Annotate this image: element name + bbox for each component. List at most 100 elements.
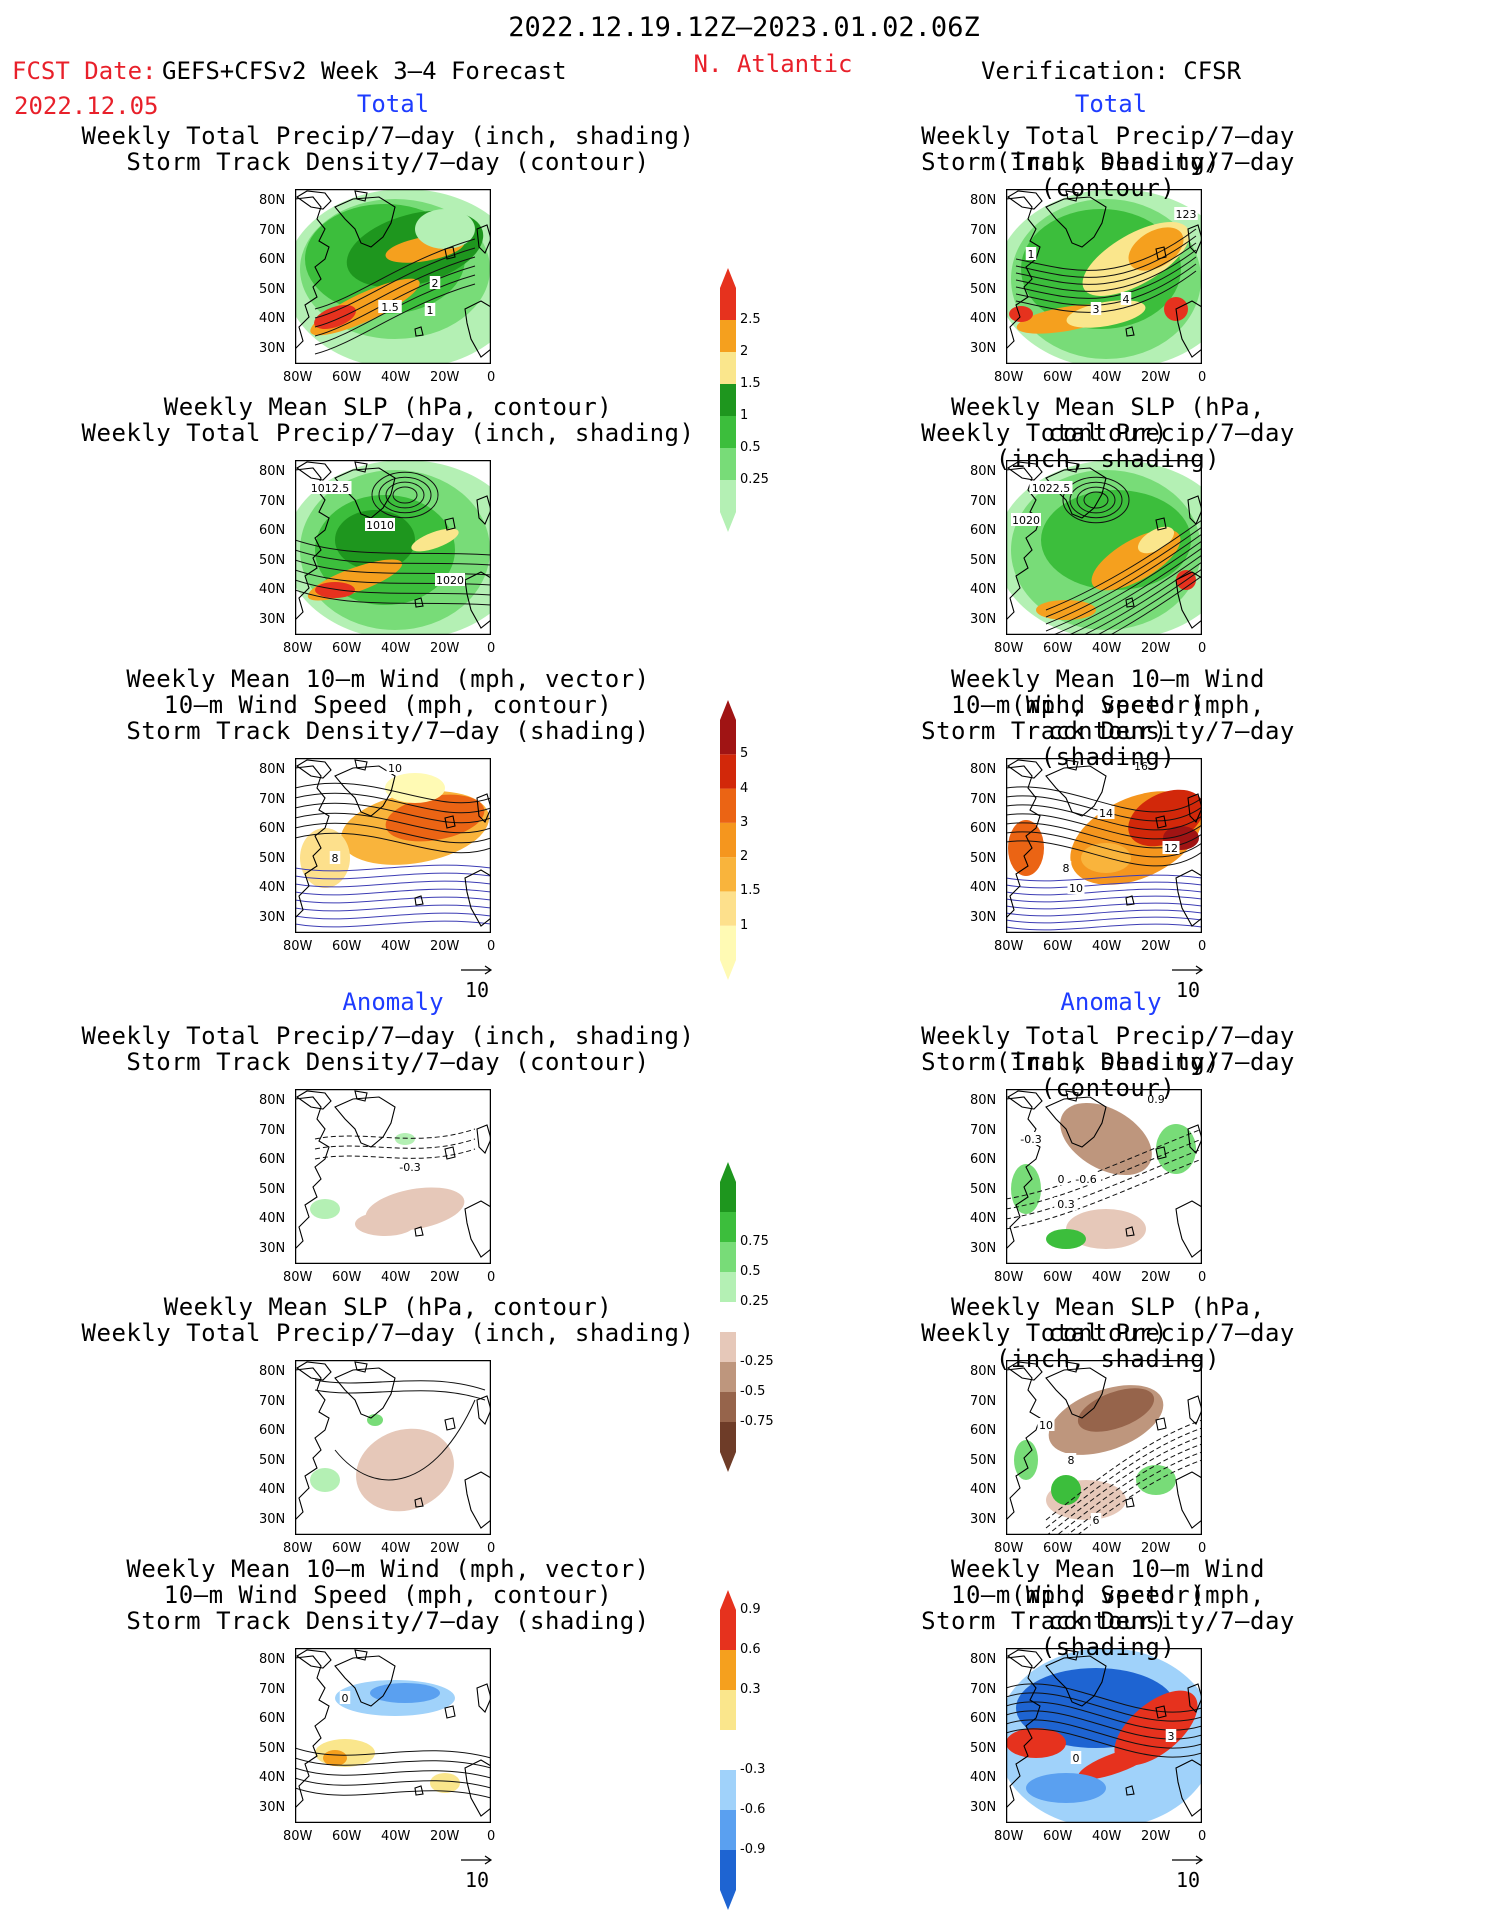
contour-line [314, 256, 476, 328]
svg-text:-0.6: -0.6 [1075, 1173, 1096, 1186]
lat-tick-label: 80N [970, 1364, 997, 1379]
shade-blob [1046, 1229, 1086, 1249]
coastline [1175, 869, 1203, 927]
coastline [295, 1361, 332, 1381]
contour-line [1005, 786, 1203, 813]
svg-text:0.9: 0.9 [1147, 1093, 1165, 1106]
vector-reference: 10 [461, 1851, 495, 1892]
lat-tick-label: 50N [970, 850, 997, 866]
panel-title-line: Weekly Mean SLP (hPa, contour) [951, 1293, 1265, 1347]
coastline [476, 1395, 492, 1425]
panel-title-line: Weekly Total Precip/7–day (inch, shading… [81, 122, 695, 150]
contour-label: -0.3 [1016, 1132, 1046, 1146]
coastline [1045, 1367, 1107, 1419]
panel-anom-right-precip: -0.3 0 -0.6 0.3 0.9 [1005, 1088, 1203, 1265]
contour-line [1005, 923, 1203, 931]
panel-anom-left-precip: -0.3 [294, 1088, 492, 1265]
lon-tick-label: 20W [1141, 1541, 1171, 1556]
shade-blob [315, 582, 355, 598]
coastline [1187, 1683, 1203, 1713]
colorbar-label: 0.75 [740, 1234, 769, 1249]
panel-anom-left-slp [294, 1359, 492, 1536]
fcst-label: FCST Date: [12, 57, 157, 85]
panel-anom-right-wind-svg: 30 [996, 1647, 1216, 1828]
lat-tick-label: 60N [970, 252, 997, 267]
contour-line [314, 283, 476, 355]
lat-tick-label: 50N [259, 850, 286, 866]
lon-tick-label: 0 [1198, 1270, 1207, 1285]
coastline [294, 765, 330, 919]
contour-line [1015, 228, 1197, 271]
lat-tick-label: 70N [259, 1681, 286, 1697]
coastline [1006, 759, 1043, 779]
lat-tick-label: 60N [259, 1711, 286, 1726]
shade-blob [1077, 1388, 1155, 1432]
contour-label: 3 [1165, 1729, 1177, 1743]
lat-tick-label: 80N [259, 762, 286, 777]
contour-label: 123 [1174, 207, 1198, 221]
shade-blob [1026, 1773, 1106, 1803]
lat-tick-label: 30N [970, 909, 997, 925]
panel-total-right-wind: 16 14 12 8 10 [1005, 757, 1204, 934]
coastline [1065, 759, 1079, 771]
lon-tick-label: 20W [1141, 641, 1171, 656]
contour-label: 3 [1090, 302, 1102, 316]
contour-line [294, 1747, 492, 1759]
contour-line [1045, 533, 1203, 625]
contour-label: 8 [1065, 1453, 1077, 1467]
svg-text:16: 16 [1134, 760, 1148, 773]
panel-total-left-wind-svg: 10 8 [294, 757, 492, 934]
coastline [1065, 461, 1079, 473]
lat-tick-label: 30N [970, 611, 997, 627]
contour-label: -0.3 [395, 1160, 425, 1174]
contour-line [294, 888, 492, 896]
colorbar-segment [720, 1302, 736, 1332]
coastline [1005, 1655, 1041, 1809]
lat-tick-label: 50N [259, 1740, 286, 1756]
coastline [464, 869, 492, 927]
colorbar-label: -0.5 [740, 1384, 766, 1399]
coastline [1045, 1096, 1107, 1148]
coastline [334, 1367, 396, 1419]
lat-tick-label: 30N [259, 1511, 286, 1527]
contour-line [1005, 1701, 1203, 1731]
colorbar-label: 0.3 [740, 1682, 761, 1697]
lat-tick-label: 40N [259, 1770, 286, 1785]
shade-blob [1008, 820, 1044, 876]
lat-tick-label: 30N [259, 1799, 286, 1815]
colorbar-label: 0.9 [740, 1602, 761, 1617]
colorbar-segment [720, 1690, 736, 1730]
contour-line [314, 1389, 486, 1401]
contour-line [314, 1379, 486, 1391]
lat-tick-label: 60N [259, 821, 286, 836]
panel-title-line: Weekly Total Precip/7–day (inch, shading… [921, 1319, 1295, 1373]
panel-title-line: 10–m Wind Speed (mph, contour) [163, 1581, 613, 1609]
coastline [476, 495, 492, 525]
colorbar-storm-total: 1 1.5 2 3 4 5 [720, 700, 796, 980]
coastline [414, 326, 424, 337]
total-label-right: Total [1074, 90, 1148, 118]
colorbar-segment [720, 1272, 736, 1302]
coastline [414, 895, 424, 906]
svg-text:0.3: 0.3 [1057, 1198, 1075, 1211]
contour-line [1005, 895, 1203, 903]
contour-line [294, 589, 492, 606]
lat-tick-label: 30N [970, 1799, 997, 1815]
colorbar-precip-anom-svg [720, 1162, 736, 1472]
shade-blob [355, 1212, 415, 1236]
lon-tick-label: 80W [283, 1829, 313, 1844]
coastline [1175, 300, 1203, 358]
lon-tick-label: 40W [1092, 1270, 1122, 1285]
coastline [295, 759, 332, 779]
lat-tick-label: 40N [259, 880, 286, 895]
lat-tick-label: 70N [259, 493, 286, 509]
lat-tick-label: 60N [259, 1152, 286, 1167]
svg-text:1020: 1020 [1012, 514, 1040, 527]
lat-tick-label: 50N [259, 1452, 286, 1468]
contour-label: 2 [429, 276, 441, 290]
lat-tick-label: 60N [259, 523, 286, 538]
contour-line [1005, 1692, 1203, 1722]
lon-tick-label: 60W [1043, 1541, 1073, 1556]
svg-text:1022.5: 1022.5 [1032, 482, 1071, 495]
coastline [295, 461, 332, 481]
